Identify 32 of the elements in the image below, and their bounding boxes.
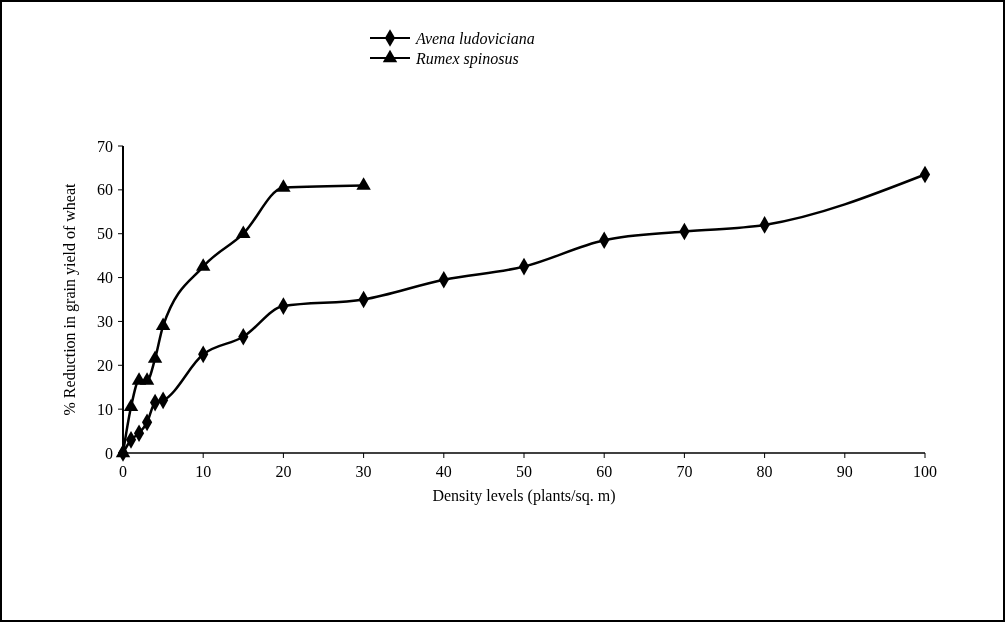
- point: [147, 350, 163, 363]
- y-tick-label: 10: [97, 400, 113, 418]
- y-tick-label: 60: [97, 181, 113, 199]
- x-tick-label: 70: [676, 463, 693, 480]
- point: [356, 177, 371, 190]
- x-tick-label: 90: [836, 463, 853, 480]
- point: [236, 225, 251, 238]
- y-tick-label: 70: [97, 137, 113, 155]
- legend-label: Rumex spinosus: [415, 49, 519, 68]
- y-tick-label: 50: [97, 225, 113, 243]
- x-tick-label: 100: [913, 463, 937, 480]
- y-tick-label: 20: [97, 356, 113, 374]
- x-tick-label: 40: [435, 463, 452, 480]
- x-tick-label: 50: [516, 463, 532, 480]
- x-tick-label: 30: [355, 463, 372, 480]
- point: [195, 258, 211, 271]
- y-tick-label: 0: [105, 444, 113, 462]
- point: [276, 179, 291, 192]
- x-tick-label: 10: [195, 463, 212, 480]
- x-tick-label: 20: [275, 463, 292, 480]
- point: [139, 372, 155, 385]
- point: [123, 398, 139, 412]
- y-axis-title: % Reduction in grain yield of wheat: [61, 182, 79, 416]
- point: [155, 317, 171, 330]
- x-tick-label: 0: [119, 463, 127, 480]
- legend-label: Avena ludoviciana: [415, 29, 535, 47]
- y-tick-label: 40: [97, 269, 113, 287]
- x-tick-label: 80: [756, 463, 773, 480]
- point: [115, 444, 131, 458]
- y-tick-label: 30: [97, 313, 113, 331]
- x-tick-label: 60: [596, 463, 613, 480]
- x-axis-title: Density levels (plants/sq. m): [432, 487, 616, 505]
